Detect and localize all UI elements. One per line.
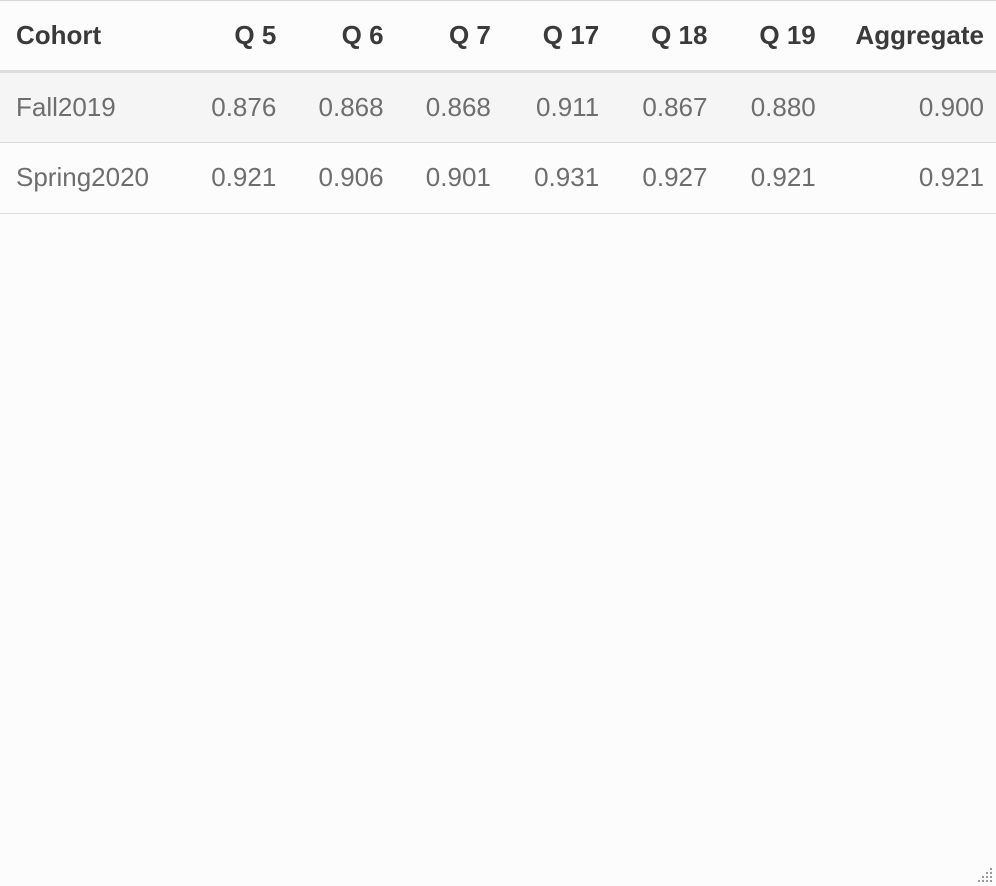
cohort-cell: Spring2020	[16, 162, 149, 192]
q7-cell: 0.868	[425, 91, 491, 122]
q18-cell: 0.927	[642, 162, 708, 192]
q17-cell: 0.911	[536, 91, 600, 122]
column-header-q7[interactable]: Q 7	[448, 19, 491, 50]
column-header-q17[interactable]: Q 17	[542, 19, 600, 50]
column-header-q19[interactable]: Q 19	[759, 19, 816, 50]
q18-cell: 0.867	[642, 91, 708, 122]
column-header-cohort[interactable]: Cohort	[16, 19, 102, 50]
table-body: Fall2019 0.876 0.868 0.868 0.911 0.867 0…	[0, 71, 996, 213]
table-row: Spring2020 0.921 0.906 0.901 0.931 0.927…	[0, 142, 996, 213]
cohort-reliability-table: Cohort Q 5 Q 6 Q 7 Q 17 Q 18 Q 19 Aggreg…	[0, 1, 996, 214]
column-header-q6[interactable]: Q 6	[341, 19, 384, 50]
cohort-cell: Fall2019	[16, 91, 116, 122]
resize-grip-icon[interactable]	[972, 862, 994, 884]
q19-cell: 0.880	[750, 91, 816, 122]
aggregate-cell: 0.900	[918, 91, 984, 122]
q5-cell: 0.921	[211, 162, 277, 192]
column-header-q5[interactable]: Q 5	[234, 19, 277, 50]
q6-cell: 0.868	[318, 91, 384, 122]
q5-cell: 0.876	[211, 91, 277, 122]
aggregate-cell: 0.921	[918, 162, 984, 192]
q6-cell: 0.906	[318, 162, 384, 192]
q7-cell: 0.901	[425, 162, 491, 192]
table-row: Fall2019 0.876 0.868 0.868 0.911 0.867 0…	[0, 71, 996, 142]
header-row: Cohort Q 5 Q 6 Q 7 Q 17 Q 18 Q 19 Aggreg…	[0, 1, 996, 71]
column-header-q18[interactable]: Q 18	[651, 19, 708, 50]
table-header: Cohort Q 5 Q 6 Q 7 Q 17 Q 18 Q 19 Aggreg…	[0, 1, 996, 71]
q19-cell: 0.921	[750, 162, 816, 192]
q17-cell: 0.931	[534, 162, 600, 192]
column-header-aggregate[interactable]: Aggregate	[855, 19, 984, 50]
